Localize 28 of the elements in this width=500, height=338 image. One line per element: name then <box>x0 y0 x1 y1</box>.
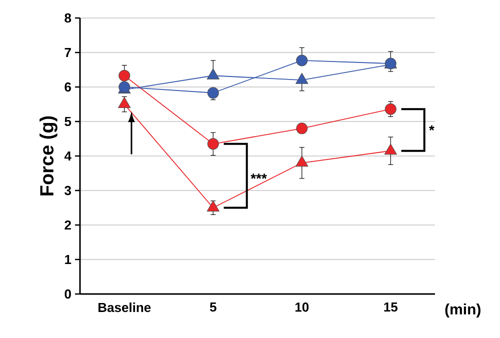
y-tick-label: 3 <box>64 186 71 196</box>
y-tick-label: 0 <box>64 289 71 299</box>
y-tick-label: 8 <box>64 13 72 23</box>
point <box>296 54 308 66</box>
x-tick-label: Baseline <box>98 302 151 312</box>
y-tick-label: 7 <box>64 48 71 57</box>
point <box>384 58 396 70</box>
point <box>207 138 219 150</box>
point <box>296 156 308 167</box>
x-axis-title: (min) <box>445 304 480 318</box>
y-tick-label: 4 <box>64 152 72 160</box>
y-tick-label: 2 <box>64 220 71 230</box>
x-tick-label: 10 <box>295 302 309 312</box>
point <box>384 144 397 155</box>
x-tick-label: 15 <box>384 302 398 312</box>
annotation: * <box>429 125 434 131</box>
y-tick-label: 1 <box>65 255 72 264</box>
point <box>207 87 219 99</box>
point <box>206 200 220 212</box>
point <box>118 97 131 108</box>
annotation: *** <box>250 174 267 179</box>
point <box>384 103 396 115</box>
point <box>296 122 308 134</box>
y-tick-label: 6 <box>64 82 71 92</box>
point <box>118 70 130 82</box>
y-axis-title: Force (g) <box>40 116 58 196</box>
x-tick-label: 5 <box>210 302 216 312</box>
y-tick-label: 5 <box>64 116 72 126</box>
